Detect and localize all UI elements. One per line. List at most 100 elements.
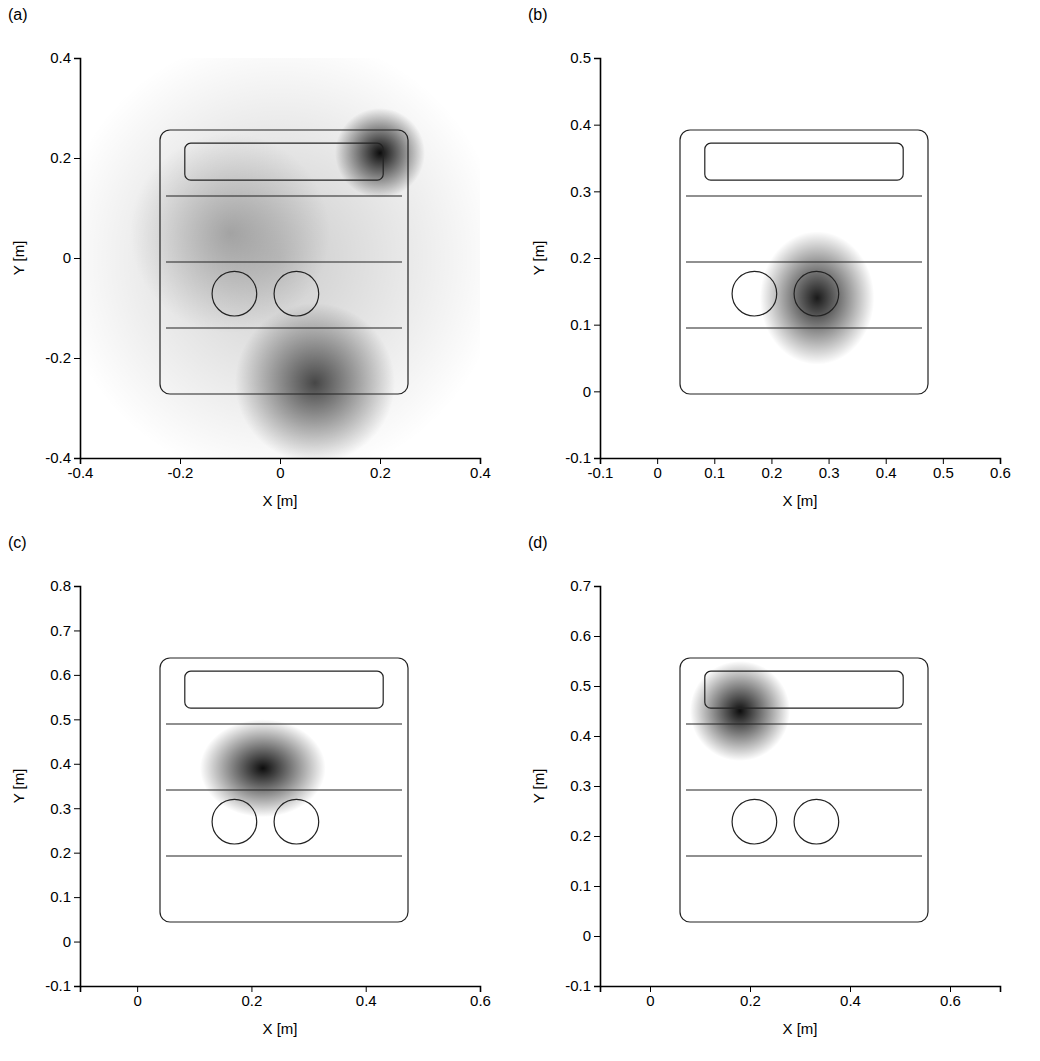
engine-detail [732, 271, 777, 316]
tick-label: 0.2 [570, 827, 591, 844]
x-axis: 00.20.40.6 [601, 986, 1001, 1009]
tick-label: 0 [63, 933, 71, 950]
tick-label: 0 [583, 927, 591, 944]
tick: 0 [583, 383, 600, 400]
tick: 0.3 [570, 777, 600, 794]
tick: 0 [653, 458, 661, 481]
tick-mark [74, 586, 80, 587]
tick-mark [594, 736, 600, 737]
tick-label: 0.2 [740, 992, 761, 1009]
tick-label: 0.4 [876, 464, 897, 481]
tick-mark [74, 897, 80, 898]
tick: -0.1 [565, 449, 600, 466]
engine-detail [185, 671, 383, 708]
engine-outline [680, 658, 928, 922]
tick-mark [594, 636, 600, 637]
tick-mark [594, 686, 600, 687]
engine-detail [686, 723, 922, 724]
panel: (d)00.20.40.6-0.100.10.20.30.40.50.60.7X… [528, 534, 1001, 1037]
marks [80, 58, 480, 458]
tick-label: -0.1 [45, 977, 71, 994]
tick: 0.1 [50, 888, 80, 905]
tick-mark [74, 458, 80, 459]
tick: 0.5 [570, 49, 600, 66]
tick-label: 0.4 [50, 755, 71, 772]
panel: (b)-0.100.10.20.30.40.50.6-0.100.10.20.3… [528, 6, 1011, 509]
tick-label: 0.3 [50, 800, 71, 817]
tick-mark [594, 191, 600, 192]
x-axis: -0.4-0.200.20.4 [68, 458, 491, 481]
tick-label: -0.1 [565, 449, 591, 466]
tick-mark [74, 808, 80, 809]
tick: 0.6 [570, 627, 600, 644]
tick: 0.4 [50, 755, 80, 772]
tick: 0.4 [570, 727, 600, 744]
tick-label: 0 [63, 249, 71, 266]
engine-detail [166, 327, 402, 328]
engine-detail [212, 799, 257, 844]
tick: 0.2 [740, 986, 761, 1009]
tick-mark [594, 458, 600, 459]
plot-area: -0.100.10.20.30.40.50.6-0.100.10.20.30.4… [530, 49, 1011, 509]
tick-mark [594, 258, 600, 259]
tick-label: 0.6 [470, 992, 491, 1009]
engine-detail [166, 195, 402, 196]
tick: 0 [276, 458, 284, 481]
engine-detail [732, 799, 777, 844]
tick-label: 0 [133, 992, 141, 1009]
tick: 0.6 [50, 666, 80, 683]
tick-label: 0.4 [570, 727, 591, 744]
engine-detail [686, 855, 922, 856]
tick-label: 0.3 [570, 777, 591, 794]
tick-label: 0 [646, 992, 654, 1009]
tick-label: 0.2 [370, 464, 391, 481]
y-axis-title: Y [m] [10, 769, 27, 804]
tick: 0 [133, 986, 141, 1009]
engine-body [680, 130, 928, 394]
plot-area: 00.20.40.6-0.100.10.20.30.40.50.60.70.8X… [10, 577, 491, 1037]
engine-outline [680, 130, 928, 394]
engine-body [680, 658, 928, 922]
tick-label: 0.4 [840, 992, 861, 1009]
tick: 0.1 [704, 458, 725, 481]
engine-detail [705, 143, 903, 180]
tick: 0.6 [990, 458, 1011, 481]
tick-label: 0.5 [570, 677, 591, 694]
tick: -0.2 [168, 458, 194, 481]
tick-mark [594, 836, 600, 837]
marks [160, 658, 408, 922]
marks [680, 130, 928, 394]
tick: 0.7 [50, 622, 80, 639]
tick-label: 0.1 [704, 464, 725, 481]
tick: 0.2 [50, 149, 80, 166]
tick: 0.1 [570, 316, 600, 333]
source-blob [760, 231, 874, 364]
tick-label: 0 [583, 383, 591, 400]
tick-mark [594, 325, 600, 326]
engine-detail [686, 327, 922, 328]
engine-detail [794, 799, 839, 844]
tick-label: 0 [276, 464, 284, 481]
tick-label: 0.4 [50, 49, 71, 66]
tick-label: 0.4 [570, 116, 591, 133]
tick: 0.7 [570, 577, 600, 594]
tick-mark [74, 986, 80, 987]
panel-label: (d) [528, 534, 548, 551]
tick-mark [74, 358, 80, 359]
tick-label: 0.3 [570, 183, 591, 200]
source-blob [335, 108, 425, 198]
engine-detail [686, 261, 922, 262]
tick-label: 0.2 [241, 992, 262, 1009]
tick-label: -0.1 [588, 464, 614, 481]
tick: 0 [63, 249, 80, 266]
engine-outline [160, 130, 408, 394]
tick: 0.5 [570, 677, 600, 694]
engine-detail [185, 143, 383, 180]
engine-detail [274, 799, 319, 844]
tick-label: 0.5 [933, 464, 954, 481]
engine-detail [794, 271, 839, 316]
tick: 0.5 [933, 458, 954, 481]
axis-line [594, 587, 601, 987]
tick-label: 0.7 [50, 622, 71, 639]
panel-label: (a) [8, 6, 28, 23]
